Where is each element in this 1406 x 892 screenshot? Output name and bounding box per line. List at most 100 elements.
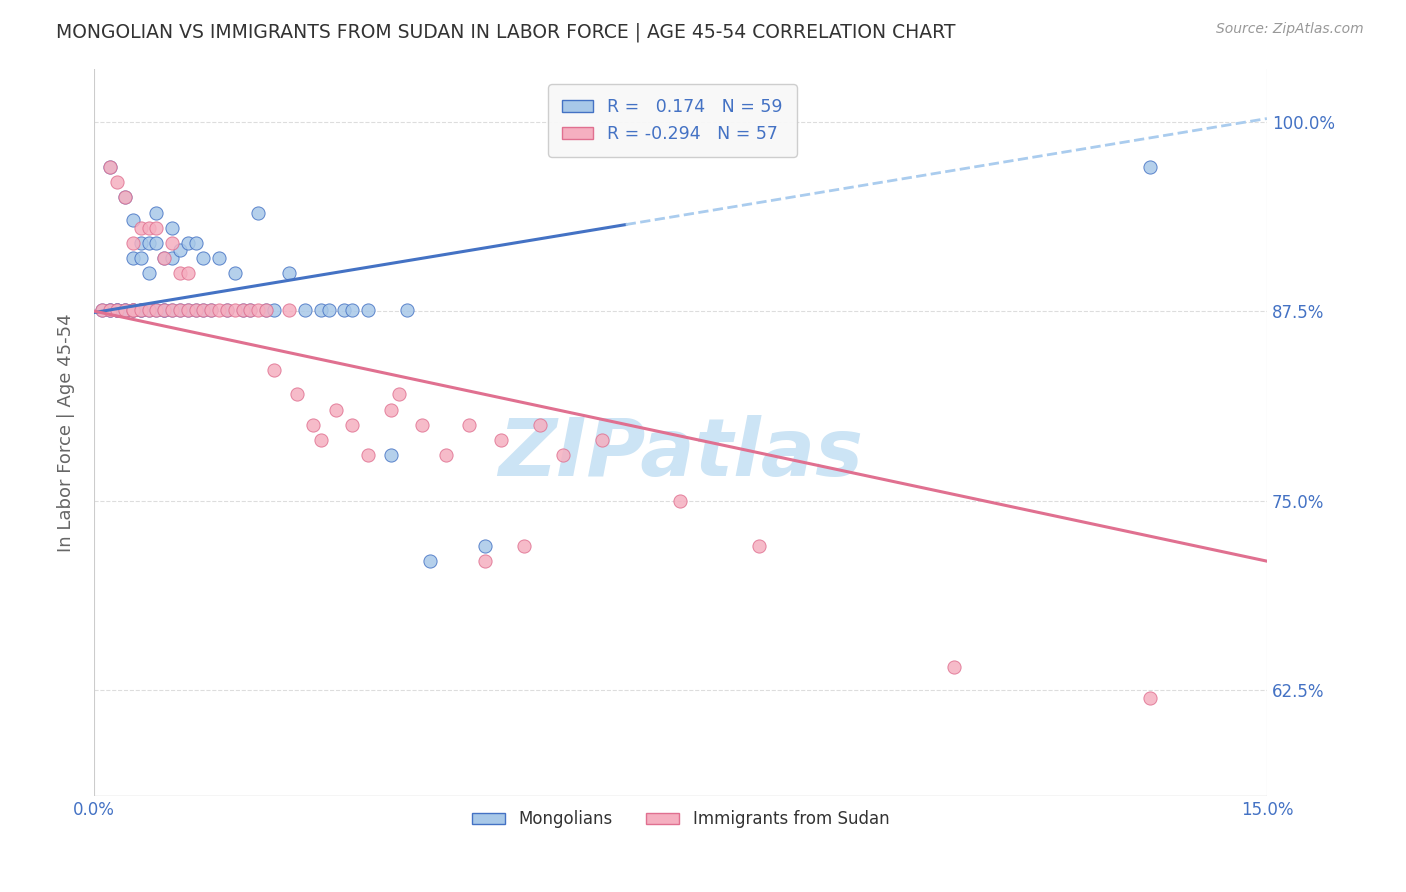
- Point: [208, 302, 231, 317]
- Point: [153, 302, 176, 317]
- Point: [215, 302, 238, 317]
- Point: [184, 302, 207, 317]
- Point: [411, 417, 433, 432]
- Point: [153, 302, 176, 317]
- Point: [177, 302, 200, 317]
- Point: [153, 251, 176, 265]
- Point: [122, 302, 145, 317]
- Point: [169, 302, 191, 317]
- Point: [247, 302, 270, 317]
- Point: [122, 302, 145, 317]
- Point: [129, 220, 152, 235]
- Point: [231, 302, 253, 317]
- Point: [380, 402, 402, 417]
- Point: [129, 235, 152, 250]
- Point: [90, 302, 112, 317]
- Point: [943, 660, 966, 674]
- Point: [184, 235, 207, 250]
- Point: [254, 302, 277, 317]
- Point: [98, 302, 121, 317]
- Point: [333, 302, 356, 317]
- Point: [224, 266, 246, 280]
- Point: [105, 302, 128, 317]
- Point: [98, 160, 121, 174]
- Point: [114, 302, 136, 317]
- Point: [193, 251, 215, 265]
- Point: [356, 448, 378, 462]
- Point: [114, 190, 136, 204]
- Point: [105, 302, 128, 317]
- Point: [145, 302, 167, 317]
- Point: [169, 244, 191, 258]
- Point: [239, 302, 262, 317]
- Point: [309, 302, 332, 317]
- Point: [458, 417, 481, 432]
- Point: [184, 302, 207, 317]
- Point: [114, 190, 136, 204]
- Point: [669, 493, 692, 508]
- Point: [177, 235, 200, 250]
- Point: [138, 220, 160, 235]
- Point: [122, 213, 145, 227]
- Point: [145, 235, 167, 250]
- Point: [388, 387, 411, 401]
- Point: [748, 539, 770, 553]
- Point: [98, 302, 121, 317]
- Point: [160, 235, 183, 250]
- Text: Source: ZipAtlas.com: Source: ZipAtlas.com: [1216, 22, 1364, 37]
- Point: [278, 266, 301, 280]
- Point: [340, 302, 363, 317]
- Point: [309, 433, 332, 447]
- Point: [419, 554, 441, 568]
- Point: [122, 235, 145, 250]
- Point: [325, 402, 347, 417]
- Point: [138, 266, 160, 280]
- Point: [224, 302, 246, 317]
- Point: [114, 302, 136, 317]
- Point: [395, 302, 418, 317]
- Point: [122, 302, 145, 317]
- Point: [153, 302, 176, 317]
- Point: [98, 302, 121, 317]
- Point: [285, 387, 308, 401]
- Point: [553, 448, 575, 462]
- Point: [1139, 690, 1161, 705]
- Y-axis label: In Labor Force | Age 45-54: In Labor Force | Age 45-54: [58, 313, 75, 551]
- Point: [138, 302, 160, 317]
- Point: [591, 433, 613, 447]
- Point: [1139, 160, 1161, 174]
- Point: [215, 302, 238, 317]
- Point: [356, 302, 378, 317]
- Point: [263, 302, 285, 317]
- Point: [160, 302, 183, 317]
- Point: [340, 417, 363, 432]
- Point: [239, 302, 262, 317]
- Text: MONGOLIAN VS IMMIGRANTS FROM SUDAN IN LABOR FORCE | AGE 45-54 CORRELATION CHART: MONGOLIAN VS IMMIGRANTS FROM SUDAN IN LA…: [56, 22, 956, 42]
- Point: [294, 302, 316, 317]
- Point: [177, 266, 200, 280]
- Point: [105, 175, 128, 189]
- Point: [145, 302, 167, 317]
- Point: [513, 539, 536, 553]
- Point: [160, 220, 183, 235]
- Point: [138, 235, 160, 250]
- Point: [129, 302, 152, 317]
- Point: [177, 302, 200, 317]
- Point: [122, 251, 145, 265]
- Point: [208, 251, 231, 265]
- Point: [474, 539, 496, 553]
- Point: [153, 251, 176, 265]
- Point: [105, 302, 128, 317]
- Point: [200, 302, 222, 317]
- Point: [122, 302, 145, 317]
- Point: [160, 251, 183, 265]
- Point: [278, 302, 301, 317]
- Legend: Mongolians, Immigrants from Sudan: Mongolians, Immigrants from Sudan: [465, 804, 896, 835]
- Point: [114, 302, 136, 317]
- Point: [193, 302, 215, 317]
- Point: [138, 302, 160, 317]
- Point: [160, 302, 183, 317]
- Point: [193, 302, 215, 317]
- Text: ZIPatlas: ZIPatlas: [498, 415, 863, 493]
- Point: [302, 417, 325, 432]
